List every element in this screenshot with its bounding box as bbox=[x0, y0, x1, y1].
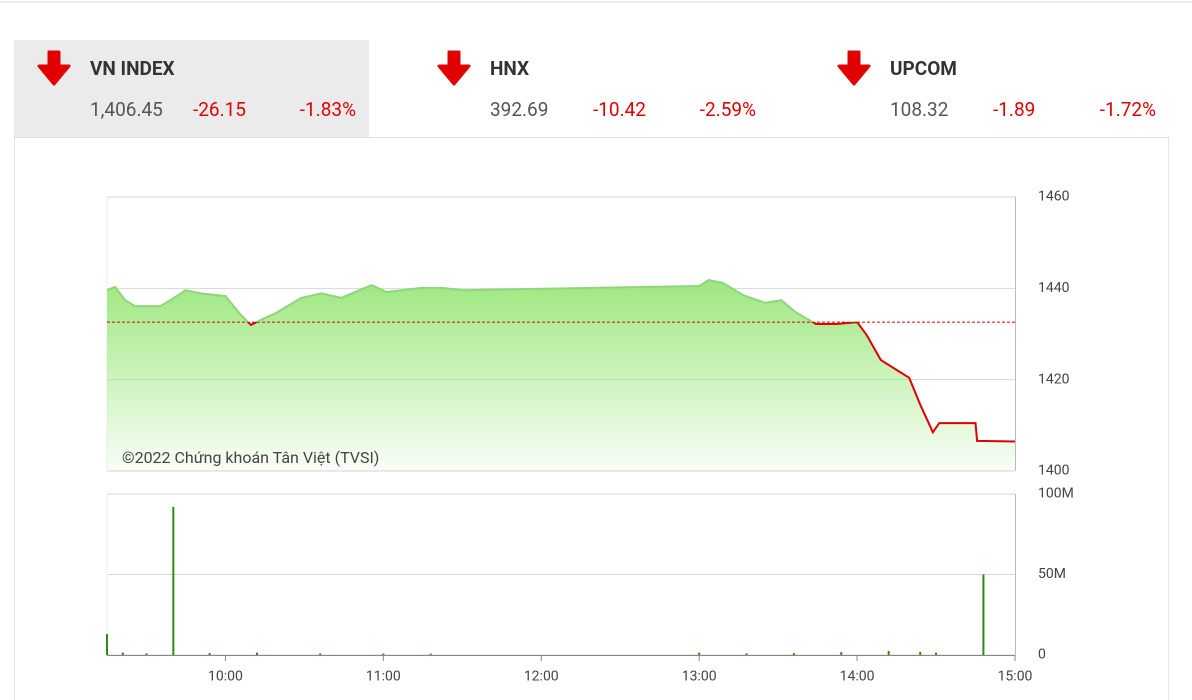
volume-bar bbox=[208, 653, 211, 655]
volume-bar bbox=[698, 652, 701, 655]
volume-bar bbox=[256, 652, 259, 655]
down-arrow bbox=[437, 50, 471, 86]
volume-bar bbox=[887, 650, 890, 655]
index-value: 1,406.45 bbox=[90, 98, 163, 121]
index-value: 392.69 bbox=[490, 98, 548, 121]
volume-bar bbox=[319, 653, 322, 655]
volume-bar bbox=[172, 506, 175, 655]
index-change: -1.89 bbox=[993, 98, 1035, 121]
volume-bar bbox=[382, 653, 385, 655]
index-tab[interactable]: UPCOM 108.32 -1.89 -1.72% bbox=[837, 50, 1156, 121]
volume-bar bbox=[121, 652, 124, 655]
index-name: VN INDEX bbox=[90, 57, 175, 80]
watermark: ©2022 Chứng khoán Tân Việt (TVSI) bbox=[122, 448, 379, 467]
volume-bar bbox=[106, 634, 108, 655]
index-percent: -2.59% bbox=[700, 98, 756, 121]
chart-frame bbox=[14, 137, 1169, 700]
x-tick-label: 15:00 bbox=[998, 669, 1033, 685]
volume-bar bbox=[919, 651, 922, 655]
volume-bar bbox=[429, 653, 432, 655]
y-tick-label: 0 bbox=[1038, 647, 1046, 663]
index-tab[interactable]: HNX 392.69 -10.42 -2.59% bbox=[437, 50, 756, 121]
y-tick-label: 1460 bbox=[1038, 189, 1070, 205]
index-percent: -1.83% bbox=[300, 98, 356, 121]
volume-bar bbox=[145, 653, 148, 655]
x-tick-label: 10:00 bbox=[208, 669, 243, 685]
down-arrow bbox=[837, 50, 871, 86]
volume-bar bbox=[745, 653, 748, 655]
index-value: 108.32 bbox=[890, 98, 948, 121]
price-line bbox=[106, 279, 1016, 443]
x-tick-label: 11:00 bbox=[366, 669, 401, 685]
y-tick-label: 50M bbox=[1038, 566, 1066, 582]
x-tick-label: 13:00 bbox=[682, 669, 717, 685]
index-name: HNX bbox=[490, 57, 529, 80]
volume-bar bbox=[792, 653, 795, 655]
volume-bar bbox=[982, 574, 985, 655]
down-arrow bbox=[37, 50, 71, 86]
index-percent: -1.72% bbox=[1100, 98, 1156, 121]
index-tab[interactable]: VN INDEX 1,406.45 -26.15 -1.83% bbox=[37, 50, 356, 121]
index-change: -26.15 bbox=[193, 98, 246, 121]
y-tick-label: 100M bbox=[1038, 486, 1074, 502]
volume-bar bbox=[840, 652, 843, 655]
y-tick-label: 1400 bbox=[1038, 463, 1070, 479]
x-tick-label: 12:00 bbox=[524, 669, 559, 685]
volume-bar bbox=[935, 652, 938, 655]
y-tick-label: 1420 bbox=[1038, 371, 1070, 387]
x-tick-label: 14:00 bbox=[840, 669, 875, 685]
index-name: UPCOM bbox=[890, 57, 957, 80]
y-tick-label: 1440 bbox=[1038, 280, 1070, 296]
index-change: -10.42 bbox=[593, 98, 646, 121]
price-area bbox=[107, 280, 1015, 471]
active-tab[interactable] bbox=[14, 40, 369, 137]
